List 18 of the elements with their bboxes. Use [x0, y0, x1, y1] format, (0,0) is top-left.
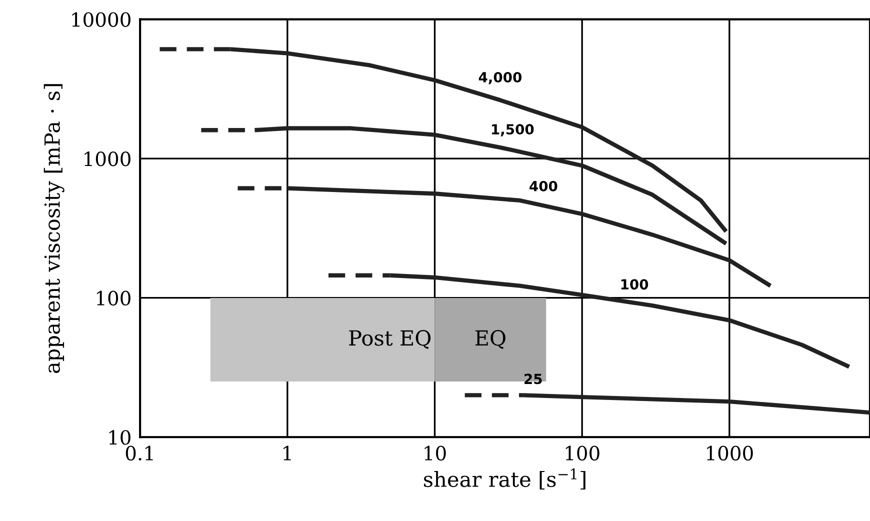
band-label: Post EQ [349, 330, 431, 349]
band-label: EQ [475, 330, 506, 349]
x-tick-label: 1 [284, 446, 291, 460]
series-label: 100 [621, 279, 648, 290]
y-tick-label: 100 [96, 290, 130, 306]
series-label: 4,000 [478, 72, 522, 84]
x-tick-label: 0.1 [126, 446, 153, 461]
series-label: 400 [530, 180, 558, 192]
y-tick-label: 10000 [72, 12, 130, 27]
series-label: 25 [524, 374, 542, 384]
y-axis-title: apparent viscosity [mPa · s] [44, 84, 64, 374]
series-label: 1,500 [492, 124, 534, 136]
x-tick-label: 100 [566, 446, 600, 461]
y-tick-label: 1000 [84, 152, 130, 166]
x-axis-title: shear rate [s$^{−1}$] [424, 468, 586, 490]
x-tick-label: 1000 [707, 446, 753, 461]
x-tick-label: 10 [424, 446, 446, 461]
y-tick-label: 10 [109, 430, 130, 445]
